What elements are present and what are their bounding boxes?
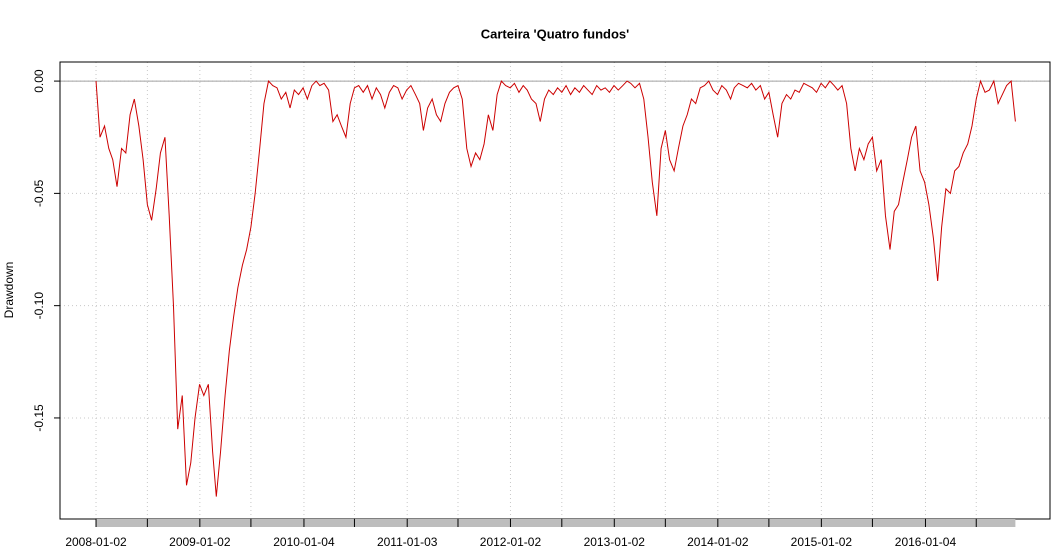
- plot-frame: [59, 61, 1051, 520]
- y-tick-label: -0.15: [32, 404, 46, 432]
- y-tick-label: -0.05: [32, 179, 46, 207]
- x-tick-label: 2008-01-02: [65, 535, 127, 549]
- x-tick-label: 2010-01-04: [273, 535, 335, 549]
- chart-title: Carteira 'Quatro fundos': [481, 26, 629, 41]
- y-tick-label: -0.10: [32, 292, 46, 320]
- drawdown-line: [95, 79, 1016, 497]
- x-tick-label: 2011-01-03: [377, 535, 438, 549]
- x-tick-label: 2009-01-02: [169, 535, 231, 549]
- x-tick-label: 2016-01-04: [895, 535, 957, 549]
- x-tick-label: 2013-01-02: [584, 535, 646, 549]
- y-axis-label: Drawdown: [2, 262, 16, 319]
- x-axis-bar: [96, 519, 1016, 527]
- x-tick-label: 2015-01-02: [791, 535, 853, 549]
- y-tick-label: 0.00: [32, 69, 46, 93]
- x-tick-label: 2014-01-02: [687, 535, 749, 549]
- x-tick-label: 2012-01-02: [480, 535, 542, 549]
